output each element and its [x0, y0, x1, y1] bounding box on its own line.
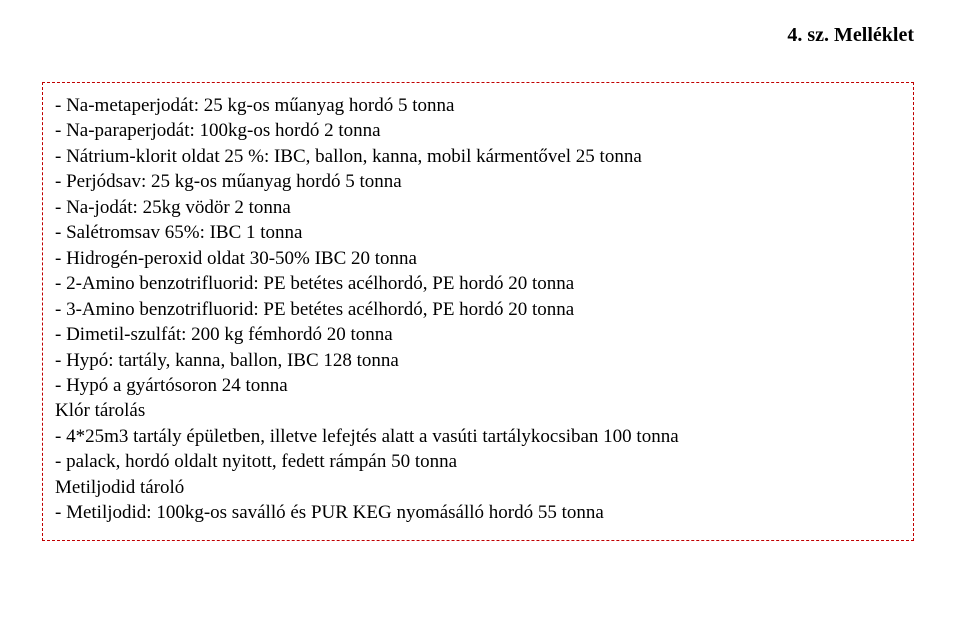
- list-item: - Hypó: tartály, kanna, ballon, IBC 128 …: [55, 348, 901, 373]
- list-item: - Na-paraperjodát: 100kg-os hordó 2 tonn…: [55, 118, 901, 143]
- list-item: - Salétromsav 65%: IBC 1 tonna: [55, 220, 901, 245]
- section-heading: Metiljodid tároló: [55, 475, 901, 500]
- list-item: - Nátrium-klorit oldat 25 %: IBC, ballon…: [55, 144, 901, 169]
- list-item: - Na-jodát: 25kg vödör 2 tonna: [55, 195, 901, 220]
- section-heading: Klór tárolás: [55, 398, 901, 423]
- list-item: - Dimetil-szulfát: 200 kg fémhordó 20 to…: [55, 322, 901, 347]
- list-item: - palack, hordó oldalt nyitott, fedett r…: [55, 449, 901, 474]
- page-header-title: 4. sz. Melléklet: [787, 24, 914, 47]
- list-item: - Metiljodid: 100kg-os saválló és PUR KE…: [55, 500, 901, 525]
- list-item: - 3-Amino benzotrifluorid: PE betétes ac…: [55, 297, 901, 322]
- list-item: - 2-Amino benzotrifluorid: PE betétes ac…: [55, 271, 901, 296]
- list-item: - Hidrogén-peroxid oldat 30-50% IBC 20 t…: [55, 246, 901, 271]
- list-item: - 4*25m3 tartály épületben, illetve lefe…: [55, 424, 901, 449]
- content-box: - Na-metaperjodát: 25 kg-os műanyag hord…: [42, 82, 914, 541]
- list-item: - Na-metaperjodát: 25 kg-os műanyag hord…: [55, 93, 901, 118]
- list-item: - Perjódsav: 25 kg-os műanyag hordó 5 to…: [55, 169, 901, 194]
- list-item: - Hypó a gyártósoron 24 tonna: [55, 373, 901, 398]
